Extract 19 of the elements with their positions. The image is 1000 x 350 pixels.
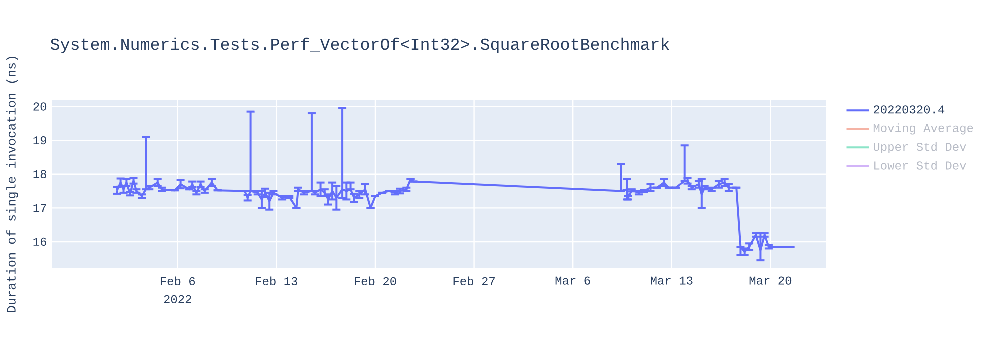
x-tick-label: Mar 13 (651, 276, 693, 285)
x-tick-label: Mar 20 (750, 276, 792, 285)
x-tick-label: Mar 6 (556, 276, 590, 285)
y-tick-label: 16 (34, 238, 47, 246)
legend-label: Upper Std Dev (874, 142, 966, 154)
x-tick-label: Feb 27 (454, 276, 495, 286)
x-tick-label: Feb 20 (355, 276, 396, 286)
legend-label: Moving Average (874, 124, 974, 135)
y-tick-label: 18 (34, 170, 47, 178)
legend-label: 20220320.4 (874, 106, 945, 114)
x-tick-label: Feb 6 (160, 276, 196, 286)
y-tick-label: 19 (34, 136, 46, 145)
text: 2022 (164, 295, 192, 304)
y-tick-label: 20 (34, 102, 47, 111)
y-tick-label: 17 (34, 204, 46, 212)
legend-label: Lower Std Dev (874, 161, 966, 170)
y-axis-title: Duration of single invocation (ns) (6, 56, 18, 312)
x-tick-label: Feb 13 (256, 276, 298, 286)
chart-title: System.Numerics.Tests.Perf_VectorOf<Int32>.SquareRootBenchmark (50, 38, 670, 54)
